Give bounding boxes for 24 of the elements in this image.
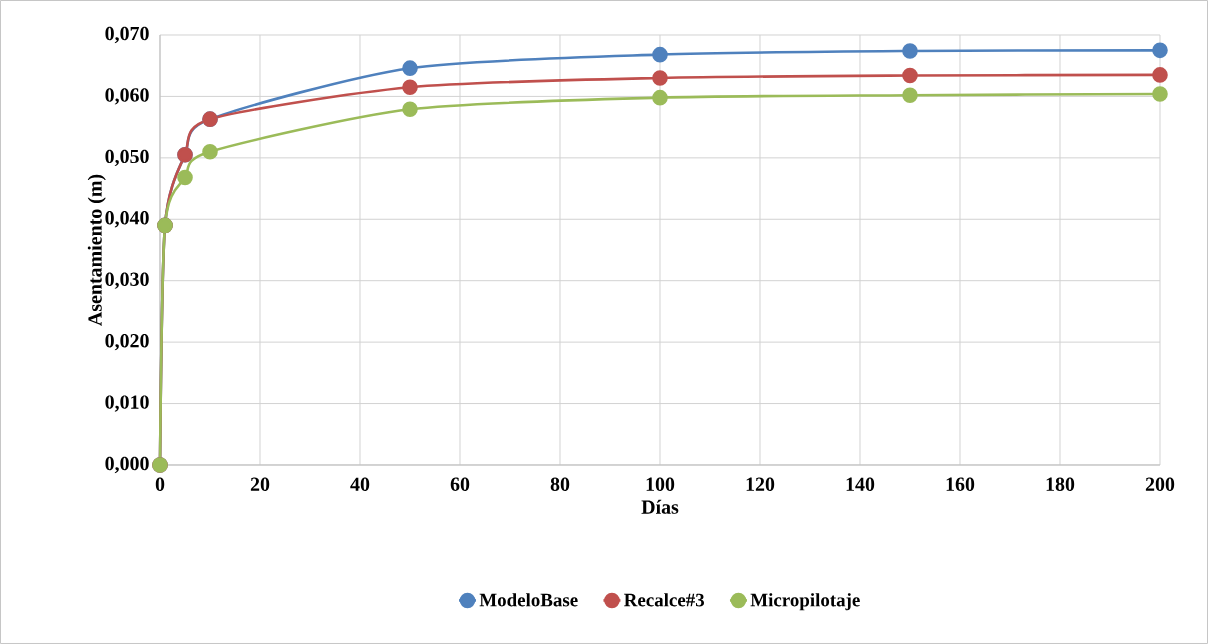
x-tick-label: 180 xyxy=(1046,477,1075,491)
x-tick-label: 60 xyxy=(450,477,470,491)
x-tick-label: 40 xyxy=(350,477,370,491)
y-tick-label: 0,000 xyxy=(105,456,149,474)
x-tick-label: 140 xyxy=(846,477,875,491)
x-axis-title: Días xyxy=(641,499,679,514)
y-tick-label: 0,040 xyxy=(105,211,149,228)
x-tick-label: 100 xyxy=(646,477,675,491)
x-tick-label: 20 xyxy=(250,477,270,491)
y-tick-label: 0,010 xyxy=(105,395,149,412)
legend-label: Micropilotaje xyxy=(750,593,860,611)
x-tick-label: 160 xyxy=(946,477,975,491)
x-tick-label: 80 xyxy=(550,477,570,491)
legend-label: ModeloBase xyxy=(479,593,578,607)
y-tick-label: 0,050 xyxy=(105,149,149,167)
y-tick-label: 0,070 xyxy=(105,26,149,44)
y-tick-label: 0,060 xyxy=(105,88,149,105)
x-tick-label: 0 xyxy=(155,477,165,491)
x-tick-label: 120 xyxy=(746,477,775,491)
y-tick-label: 0,020 xyxy=(105,333,149,351)
legend-label: Recalce#3 xyxy=(624,593,705,607)
y-tick-label: 0,030 xyxy=(105,272,149,289)
y-axis-title: Asentamiento (m) xyxy=(87,174,106,326)
x-tick-label: 200 xyxy=(1145,477,1175,491)
